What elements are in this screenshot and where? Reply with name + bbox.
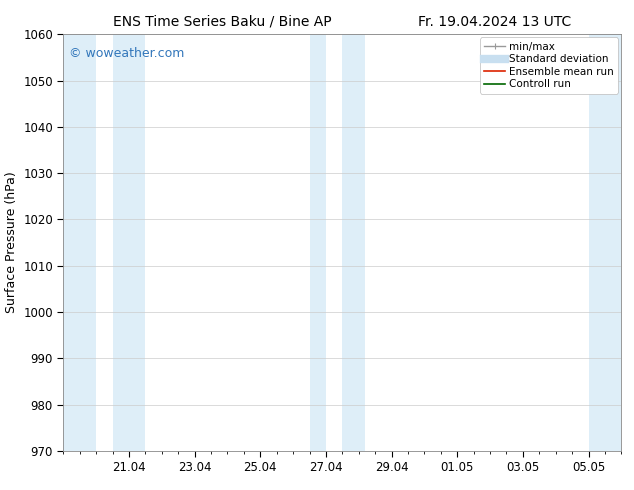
Bar bbox=[309, 34, 326, 451]
Bar bbox=[588, 34, 621, 451]
Text: © woweather.com: © woweather.com bbox=[69, 47, 184, 60]
Text: ENS Time Series Baku / Bine AP: ENS Time Series Baku / Bine AP bbox=[113, 15, 331, 29]
Bar bbox=[63, 34, 96, 451]
Y-axis label: Surface Pressure (hPa): Surface Pressure (hPa) bbox=[4, 172, 18, 314]
Bar bbox=[113, 34, 145, 451]
Legend: min/max, Standard deviation, Ensemble mean run, Controll run: min/max, Standard deviation, Ensemble me… bbox=[480, 37, 618, 94]
Text: Fr. 19.04.2024 13 UTC: Fr. 19.04.2024 13 UTC bbox=[418, 15, 571, 29]
Bar bbox=[342, 34, 365, 451]
